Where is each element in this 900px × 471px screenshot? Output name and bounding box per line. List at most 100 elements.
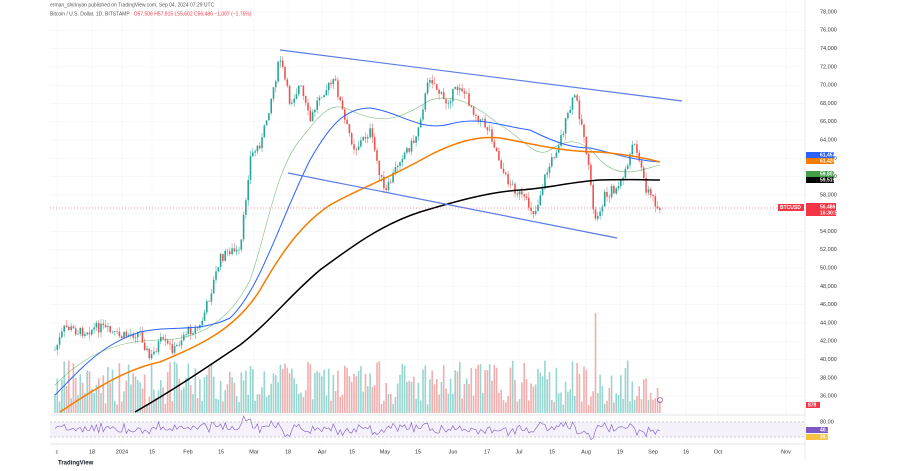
candle [362, 137, 364, 141]
candle [263, 125, 266, 138]
volume-bar [240, 372, 243, 413]
candle [125, 331, 128, 337]
candle [463, 91, 466, 94]
candle [162, 337, 164, 339]
volume-bar [459, 361, 461, 413]
volume-bar [256, 394, 259, 413]
volume-bar [332, 374, 335, 413]
candle [201, 320, 203, 326]
price-label: 42,000 [820, 339, 837, 345]
candle [79, 327, 82, 334]
volume-bar [272, 373, 275, 413]
candle [143, 342, 146, 351]
volume-bar [608, 387, 611, 413]
volume-bar [603, 403, 606, 413]
volume-bar [302, 397, 305, 413]
candle [58, 337, 61, 345]
candle [587, 154, 590, 165]
volume-bar [571, 361, 574, 413]
candle [171, 344, 174, 353]
volume-bar [452, 393, 454, 413]
candle [378, 160, 381, 175]
volume-bar [647, 399, 650, 413]
candle [567, 112, 569, 119]
candle [104, 325, 107, 328]
volume-bar [442, 365, 445, 413]
price-label: 78,000 [820, 9, 837, 15]
candle [100, 323, 102, 333]
candle [254, 151, 256, 153]
candle [649, 189, 652, 195]
candle [111, 331, 114, 333]
time-label: May [380, 449, 391, 455]
volume-bar [502, 400, 505, 413]
volume-bar [242, 380, 245, 413]
volume-bar [189, 385, 192, 413]
candle [509, 184, 512, 185]
candle [93, 327, 95, 330]
candle [514, 183, 516, 194]
volume-bar [597, 393, 599, 413]
volume-bar [392, 403, 394, 413]
candle [413, 140, 415, 143]
time-label: 18 [89, 449, 95, 455]
candle [70, 326, 72, 330]
candle [173, 346, 176, 353]
candle [569, 109, 571, 113]
volume-bar [91, 388, 93, 413]
candle [281, 60, 284, 67]
volume-bar [401, 363, 404, 413]
volume-bar [610, 375, 613, 413]
time-label: 15 [149, 449, 155, 455]
candle [445, 99, 447, 104]
candle [295, 94, 298, 99]
volume-bar [505, 402, 507, 413]
candle [107, 326, 109, 328]
price-label: 52,000 [820, 247, 837, 253]
volume-bar [649, 393, 652, 413]
candle [355, 149, 358, 150]
volume-bar [350, 382, 353, 413]
candle [417, 127, 420, 137]
volume-bar [298, 393, 300, 413]
volume-bar [178, 378, 180, 413]
volume-bar [109, 383, 111, 413]
volume-bar [403, 365, 406, 413]
volume-bar [378, 361, 381, 413]
volume-bar [560, 392, 562, 413]
volume-bar [325, 395, 328, 413]
volume-bar [318, 372, 321, 413]
candle [656, 206, 659, 209]
volume-bar [594, 313, 597, 413]
candle [553, 157, 555, 158]
volume-bar [330, 400, 332, 413]
volume-bar [493, 364, 496, 413]
volume-bar [617, 394, 620, 413]
volume-bar [417, 382, 420, 413]
volume-bar [576, 362, 578, 413]
volume-bar [141, 388, 144, 413]
price-tag [806, 152, 834, 158]
volume-bar [263, 371, 266, 413]
candle [325, 90, 328, 96]
candle [192, 333, 194, 335]
candle [341, 100, 344, 110]
price-label: 38,000 [820, 375, 837, 381]
candle [629, 154, 631, 166]
candle [525, 196, 528, 198]
volume-bar [475, 368, 477, 413]
volume-bar [509, 367, 512, 413]
candle [433, 83, 436, 85]
candle [238, 249, 240, 251]
volume-bar [219, 381, 222, 413]
candle [118, 331, 121, 337]
candle [268, 113, 270, 121]
volume-bar [360, 366, 362, 413]
volume-bar [456, 371, 459, 413]
candle [180, 340, 183, 346]
candle [364, 137, 367, 139]
volume-bar [208, 367, 210, 413]
candle [56, 344, 59, 350]
candle [339, 96, 341, 101]
candle [219, 254, 222, 268]
